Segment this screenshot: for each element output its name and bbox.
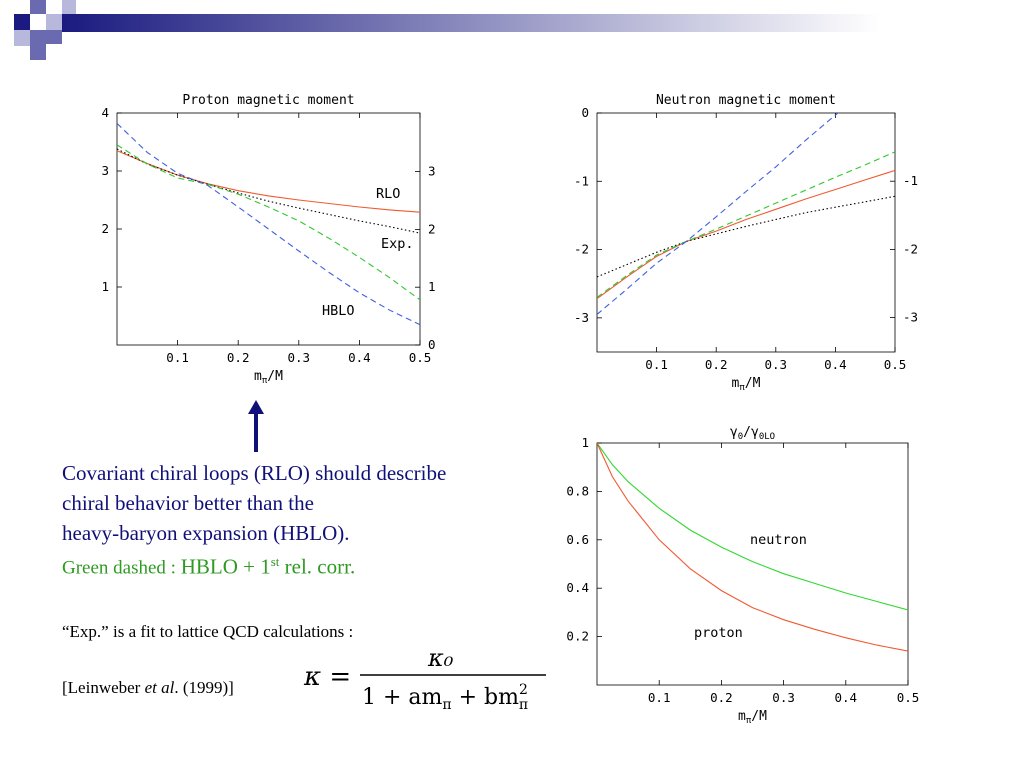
x-tick-label: 0.3 — [765, 357, 788, 372]
header-gradient-bar — [62, 14, 1024, 32]
right-y-tick-label: -3 — [903, 310, 918, 325]
series-label: proton — [694, 625, 743, 641]
description-line-1: Covariant chiral loops (RLO) should desc… — [62, 461, 447, 485]
x-tick-label: 0.4 — [835, 690, 858, 705]
series-label: Exp. — [381, 236, 414, 252]
header-square — [46, 30, 62, 44]
right-y-tick-label: 3 — [428, 164, 436, 179]
header-square — [46, 14, 62, 30]
y-tick-label: 0 — [581, 105, 589, 120]
description-line-3: heavy-baryon expansion (HBLO). — [62, 521, 350, 545]
formula-den-mid: + bm — [452, 685, 520, 710]
y-tick-label: 0.8 — [566, 483, 589, 498]
cite-post: . (1999)] — [174, 678, 234, 697]
proton-chart: Proton magnetic moment 0.1 0.2 0.3 0.4 0.5 mπ/… — [101, 93, 435, 386]
header-square — [62, 0, 76, 14]
green-main: HBLO + 1 — [180, 554, 271, 579]
header-square — [30, 30, 46, 46]
green-prefix: Green dashed : — [62, 557, 181, 579]
x-tick-label: 0.5 — [884, 357, 907, 372]
formula-den-a: 1 + am — [362, 685, 443, 710]
plot-frame — [596, 112, 896, 353]
series-line-2 — [117, 144, 420, 301]
x-tick-label: 0.1 — [645, 357, 668, 372]
description-block: Covariant chiral loops (RLO) should desc… — [62, 458, 532, 582]
x-tick-label: 0.3 — [772, 690, 795, 705]
y-tick-label: 0.2 — [566, 629, 589, 644]
x-tick-label: 0.5 — [409, 350, 432, 365]
plot-frame — [116, 112, 421, 346]
green-sup: st — [270, 554, 280, 569]
y-tick-label: 4 — [101, 105, 109, 120]
right-y-tick-label: -1 — [903, 173, 918, 188]
chart-title: γ0/γ0LO — [730, 425, 775, 442]
chart-title: Proton magnetic moment — [182, 93, 354, 108]
x-tick-label: 0.3 — [288, 350, 311, 365]
formula-den-sub2: π — [519, 697, 528, 710]
right-y-tick-label: 1 — [428, 279, 436, 294]
x-tick-label: 0.4 — [348, 350, 371, 365]
series-line-0 — [117, 150, 420, 213]
x-tick-label: 0.4 — [824, 357, 847, 372]
y-tick-label: 1 — [101, 279, 109, 294]
cite-pre: [Leinweber — [62, 678, 145, 697]
x-tick-label: 0.2 — [710, 690, 733, 705]
formula-numerator: κ₀ — [427, 644, 454, 672]
right-y-tick-label: 0 — [428, 337, 436, 352]
green-suffix: rel. corr. — [279, 554, 356, 579]
x-axis-label: mπ/M — [732, 376, 761, 393]
x-axis-label: mπ/M — [254, 369, 283, 386]
right-y-tick-label: -2 — [903, 241, 918, 256]
y-tick-label: -1 — [574, 173, 589, 188]
series-line-0 — [597, 169, 895, 300]
green-dashed-note: Green dashed : HBLO + 1st rel. corr. — [62, 548, 532, 582]
x-tick-label: 0.1 — [648, 690, 671, 705]
x-tick-label: 0.2 — [227, 350, 250, 365]
kappa-formula: κ = κ₀ 1 + amπ + bm2 π — [303, 644, 546, 710]
citation: [Leinweber et al. (1999)] — [62, 678, 234, 698]
plot-frame — [596, 442, 909, 686]
gamma-ratio-chart: γ0/γ0LO 0.1 0.2 0.3 0.4 0.5 mπ/M 1 0.8 0.6 0.4 0.2 n… — [566, 425, 919, 726]
x-axis-label: mπ/M — [738, 709, 767, 726]
y-tick-label: 2 — [101, 221, 109, 236]
series-label: HBLO — [322, 303, 355, 319]
y-tick-label: 3 — [101, 163, 109, 178]
header-decoration — [14, 0, 1024, 60]
formula-lhs: κ = — [303, 662, 351, 692]
x-tick-label: 0.2 — [705, 357, 728, 372]
right-y-tick-label: 2 — [428, 221, 436, 236]
y-tick-label: 0.6 — [566, 532, 589, 547]
neutron-chart: Neutron magnetic moment 0.1 0.2 0.3 0.4 0.5 mπ… — [574, 93, 918, 393]
series-line-3 — [597, 113, 839, 315]
y-tick-label: -2 — [574, 242, 589, 257]
chart-title: Neutron magnetic moment — [656, 93, 836, 108]
series-label: RLO — [376, 186, 400, 202]
header-square — [14, 30, 30, 46]
y-tick-label: -3 — [574, 310, 589, 325]
exp-note: “Exp.” is a fit to lattice QCD calculati… — [62, 622, 354, 641]
series-label: neutron — [750, 532, 807, 548]
cite-em: et al — [144, 678, 175, 697]
header-square — [30, 46, 46, 60]
x-tick-label: 0.1 — [166, 350, 189, 365]
series-line-2 — [597, 151, 895, 298]
arrow-icon — [248, 400, 264, 452]
formula-den-sup: 2 — [519, 682, 528, 698]
description-line-2: chiral behavior better than the — [62, 491, 314, 515]
x-tick-label: 0.5 — [897, 690, 920, 705]
y-tick-label: 1 — [581, 435, 589, 450]
series-line-1 — [597, 443, 908, 652]
series-line-0 — [597, 443, 908, 611]
header-square — [30, 0, 46, 14]
series-line-1 — [117, 148, 420, 234]
y-tick-label: 0.4 — [566, 580, 589, 595]
formula-den-sub: π — [442, 697, 451, 710]
header-square — [14, 14, 30, 30]
